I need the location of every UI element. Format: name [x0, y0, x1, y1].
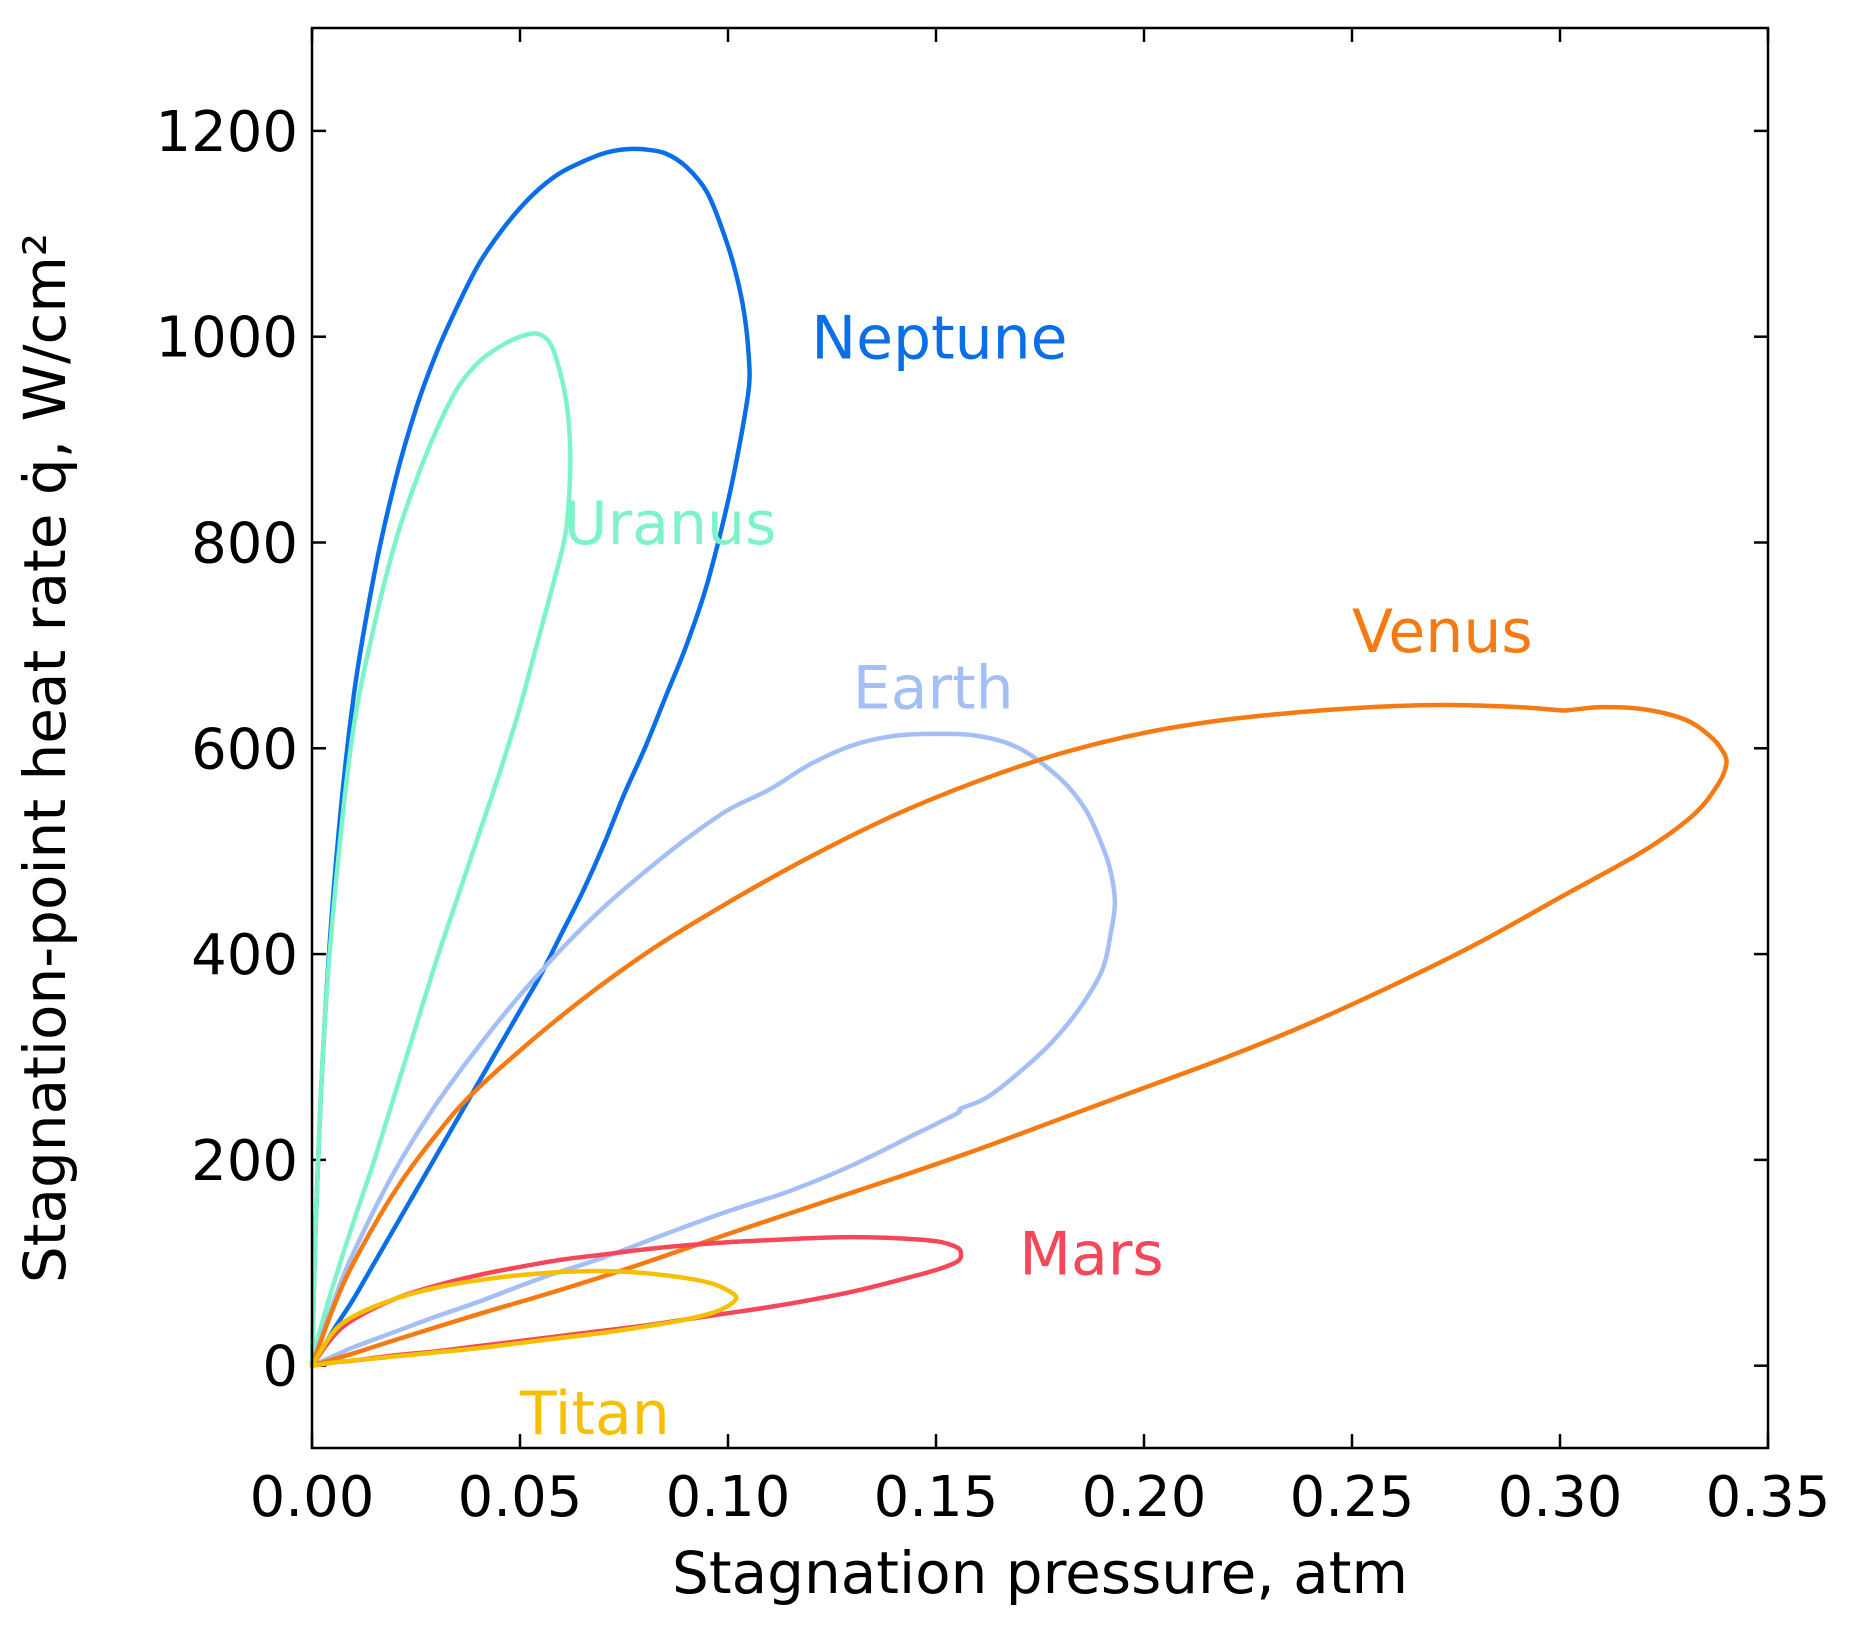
x-tick-label: 0.10 — [666, 1465, 791, 1530]
y-tick-label: 1200 — [155, 100, 298, 165]
x-axis-title: Stagnation pressure, atm — [672, 1539, 1408, 1607]
y-axis-title: Stagnation-point heat rate q̇, W/cm² — [11, 233, 79, 1283]
plot-frame — [310, 26, 1770, 1450]
series-layer — [309, 146, 1729, 1368]
y-tick-label: 0 — [262, 1335, 298, 1400]
x-tick-label: 0.20 — [1082, 1465, 1207, 1530]
y-tick-label: 1000 — [155, 306, 298, 371]
series-line-venus — [309, 702, 1729, 1368]
series-label-earth: Earth — [853, 654, 1014, 724]
x-tick-label: 0.25 — [1290, 1465, 1415, 1530]
x-tick-label: 0.05 — [458, 1465, 583, 1530]
series-line-neptune — [309, 146, 752, 1368]
labels-layer: Neptune Uranus Earth Venus Mars Titan — [519, 304, 1533, 1449]
series-label-neptune: Neptune — [811, 304, 1067, 374]
x-tick-label: 0.15 — [874, 1465, 999, 1530]
y-tick-label: 400 — [191, 923, 298, 988]
series-label-venus: Venus — [1352, 597, 1533, 667]
y-tick-label: 200 — [191, 1129, 298, 1194]
series-line-titan — [309, 1268, 739, 1368]
series-label-mars: Mars — [1019, 1219, 1163, 1289]
y-tick-label: 600 — [191, 717, 298, 782]
x-tick-label: 0.00 — [250, 1465, 375, 1530]
x-tick-label: 0.30 — [1498, 1465, 1623, 1530]
series-label-titan: Titan — [519, 1379, 670, 1449]
series-line-uranus — [309, 331, 573, 1368]
series-label-uranus: Uranus — [564, 489, 777, 559]
ticks-layer: 0.00 0.05 0.10 0.15 0.20 0.25 0.30 0.35 0 200 400 6… — [155, 28, 1830, 1530]
y-tick-label: 800 — [191, 511, 298, 576]
x-tick-label: 0.35 — [1706, 1465, 1831, 1530]
